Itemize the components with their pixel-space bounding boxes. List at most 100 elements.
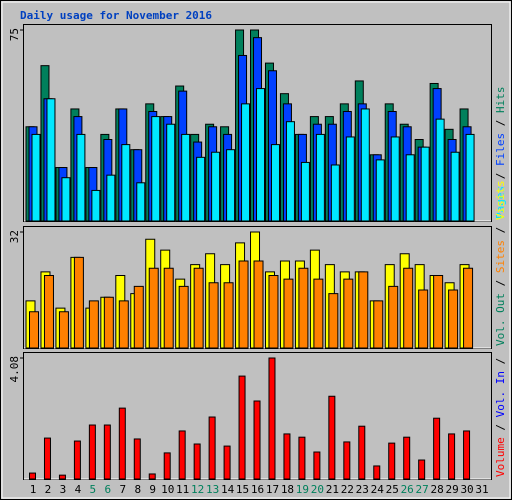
bar — [358, 271, 369, 349]
bar — [375, 159, 385, 222]
bar — [330, 164, 340, 222]
bar — [238, 260, 249, 349]
x-tick-label: 22 — [341, 483, 354, 496]
bar — [313, 278, 324, 349]
bar — [360, 108, 370, 222]
legend-separator: / — [494, 424, 507, 431]
bar — [283, 433, 291, 480]
bar — [58, 474, 66, 480]
legend-space — [494, 364, 507, 371]
bar — [178, 430, 186, 480]
bar — [420, 146, 430, 222]
bar — [418, 289, 429, 349]
x-tick-label: 9 — [149, 483, 156, 496]
bar — [270, 144, 280, 222]
bar — [103, 296, 114, 349]
bar — [73, 440, 81, 480]
bar — [118, 407, 126, 480]
x-tick-label: 14 — [221, 483, 235, 496]
bar — [73, 256, 84, 349]
legend-space — [494, 286, 507, 293]
y-tick-label: 4.08 — [8, 356, 21, 383]
x-tick-label: 7 — [119, 483, 126, 496]
x-tick-label: 1 — [30, 483, 37, 496]
bar — [328, 395, 336, 480]
bar — [151, 116, 161, 222]
bar — [256, 88, 266, 222]
bar — [450, 151, 460, 222]
bar — [328, 293, 339, 349]
bar — [46, 98, 56, 222]
bar — [223, 282, 234, 349]
x-tick-label: 27 — [416, 483, 429, 496]
x-tick-label: 15 — [236, 483, 249, 496]
bar — [463, 267, 474, 349]
bar — [43, 437, 51, 480]
x-tick-label: 4 — [75, 483, 82, 496]
x-tick-label: 19 — [296, 483, 309, 496]
bar — [76, 133, 86, 222]
bar — [29, 472, 36, 480]
legend-entry: Pages — [494, 186, 507, 219]
x-tick-label: 12 — [191, 483, 204, 496]
bar — [403, 436, 411, 480]
bar — [448, 289, 459, 349]
legend-space — [494, 126, 507, 133]
legend-space — [494, 417, 507, 424]
bar — [463, 430, 471, 480]
x-tick-label: 20 — [311, 483, 324, 496]
side-legend: Volume / Vol. In / — [494, 358, 507, 477]
bar — [390, 136, 400, 222]
legend-space — [494, 113, 507, 120]
x-tick-label: 3 — [60, 483, 67, 496]
y-tick-label: 75 — [8, 28, 21, 41]
bar — [298, 267, 309, 349]
bar — [121, 144, 131, 222]
bar — [285, 121, 295, 222]
legend-separator: / — [494, 280, 507, 287]
bar — [106, 174, 116, 222]
bar — [211, 151, 221, 222]
bar — [300, 161, 310, 222]
x-tick-label: 28 — [431, 483, 444, 496]
x-tick-label: 25 — [386, 483, 399, 496]
bar — [43, 275, 54, 349]
legend-space — [494, 431, 507, 438]
bar — [208, 416, 216, 480]
x-tick-label: 18 — [281, 483, 294, 496]
legend-space — [494, 220, 507, 227]
bar — [103, 424, 111, 480]
legend-entry: Vol. Out — [494, 293, 507, 346]
bar — [253, 260, 264, 349]
x-tick-label: 17 — [266, 483, 279, 496]
bar — [163, 452, 171, 480]
bar — [58, 311, 69, 349]
x-tick-label: 21 — [326, 483, 339, 496]
bar — [193, 267, 204, 349]
legend-separator: / — [494, 227, 507, 234]
bar — [166, 123, 176, 222]
bar — [433, 275, 444, 349]
legend-separator: / — [494, 358, 507, 365]
bar — [181, 133, 191, 222]
bar — [345, 136, 355, 222]
legend-entry: Hits — [494, 87, 507, 114]
side-legend: Pages / Files / Hits — [494, 87, 507, 220]
x-tick-label: 30 — [460, 483, 473, 496]
x-tick-label: 31 — [475, 483, 488, 496]
bar — [373, 300, 384, 349]
bar — [208, 282, 219, 349]
bar — [448, 433, 456, 480]
bar — [435, 118, 445, 222]
legend-space — [494, 166, 507, 173]
bar — [388, 442, 396, 480]
x-tick-label: 24 — [371, 483, 385, 496]
bar — [136, 182, 146, 222]
x-tick-label: 26 — [401, 483, 414, 496]
x-tick-label: 11 — [176, 483, 189, 496]
legend-space — [494, 273, 507, 280]
bar — [253, 400, 261, 480]
legend-entry: Visits — [494, 180, 507, 220]
x-tick-label: 2 — [45, 483, 52, 496]
